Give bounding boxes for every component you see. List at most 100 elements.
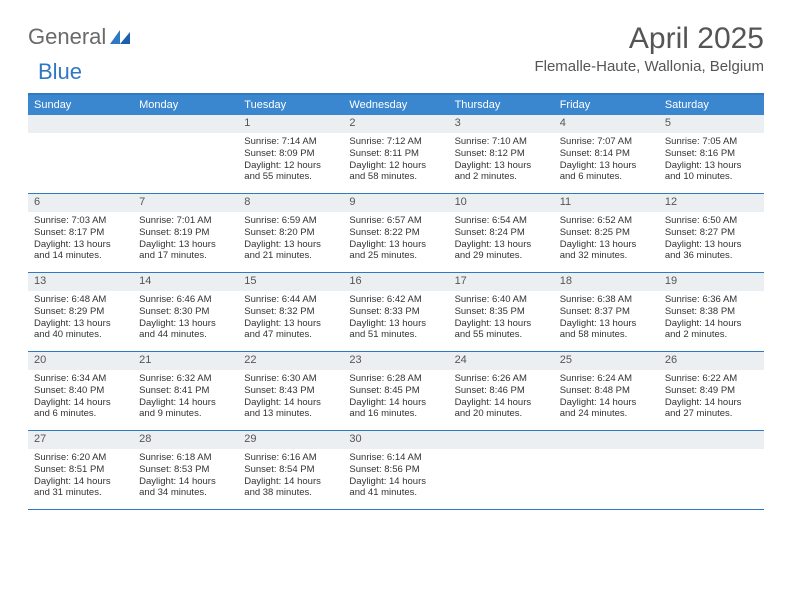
day-number: 28 [133, 431, 238, 449]
location: Flemalle-Haute, Wallonia, Belgium [534, 58, 764, 75]
day-cell: 3Sunrise: 7:10 AMSunset: 8:12 PMDaylight… [449, 115, 554, 193]
day-cell: 29Sunrise: 6:16 AMSunset: 8:54 PMDayligh… [238, 431, 343, 509]
day-cell: 14Sunrise: 6:46 AMSunset: 8:30 PMDayligh… [133, 273, 238, 351]
day-cell: 28Sunrise: 6:18 AMSunset: 8:53 PMDayligh… [133, 431, 238, 509]
day-number: 29 [238, 431, 343, 449]
day-body: Sunrise: 6:22 AMSunset: 8:49 PMDaylight:… [659, 370, 764, 425]
week-row: 20Sunrise: 6:34 AMSunset: 8:40 PMDayligh… [28, 352, 764, 431]
day-body: Sunrise: 7:14 AMSunset: 8:09 PMDaylight:… [238, 133, 343, 188]
day-cell: 19Sunrise: 6:36 AMSunset: 8:38 PMDayligh… [659, 273, 764, 351]
day-body: Sunrise: 6:18 AMSunset: 8:53 PMDaylight:… [133, 449, 238, 504]
day-cell: 15Sunrise: 6:44 AMSunset: 8:32 PMDayligh… [238, 273, 343, 351]
day-number: 26 [659, 352, 764, 370]
day-cell: 27Sunrise: 6:20 AMSunset: 8:51 PMDayligh… [28, 431, 133, 509]
day-cell: 12Sunrise: 6:50 AMSunset: 8:27 PMDayligh… [659, 194, 764, 272]
day-number: 27 [28, 431, 133, 449]
day-body: Sunrise: 7:07 AMSunset: 8:14 PMDaylight:… [554, 133, 659, 188]
day-body [133, 133, 238, 183]
day-number: 7 [133, 194, 238, 212]
day-body: Sunrise: 6:42 AMSunset: 8:33 PMDaylight:… [343, 291, 448, 346]
dow-header: Monday [133, 95, 238, 115]
day-number: 4 [554, 115, 659, 133]
brand-word1: General [28, 24, 106, 50]
day-number: 15 [238, 273, 343, 291]
day-body: Sunrise: 6:50 AMSunset: 8:27 PMDaylight:… [659, 212, 764, 267]
day-body: Sunrise: 6:57 AMSunset: 8:22 PMDaylight:… [343, 212, 448, 267]
day-body: Sunrise: 7:12 AMSunset: 8:11 PMDaylight:… [343, 133, 448, 188]
day-number [449, 431, 554, 449]
day-body: Sunrise: 6:52 AMSunset: 8:25 PMDaylight:… [554, 212, 659, 267]
day-number: 22 [238, 352, 343, 370]
day-number: 21 [133, 352, 238, 370]
title-block: April 2025 Flemalle-Haute, Wallonia, Bel… [534, 24, 764, 75]
day-body: Sunrise: 6:54 AMSunset: 8:24 PMDaylight:… [449, 212, 554, 267]
day-body: Sunrise: 6:26 AMSunset: 8:46 PMDaylight:… [449, 370, 554, 425]
week-row: 27Sunrise: 6:20 AMSunset: 8:51 PMDayligh… [28, 431, 764, 510]
dow-header: Friday [554, 95, 659, 115]
day-body: Sunrise: 7:03 AMSunset: 8:17 PMDaylight:… [28, 212, 133, 267]
day-number: 18 [554, 273, 659, 291]
day-number [28, 115, 133, 133]
day-body: Sunrise: 6:44 AMSunset: 8:32 PMDaylight:… [238, 291, 343, 346]
day-number: 25 [554, 352, 659, 370]
day-cell: 10Sunrise: 6:54 AMSunset: 8:24 PMDayligh… [449, 194, 554, 272]
day-cell: 22Sunrise: 6:30 AMSunset: 8:43 PMDayligh… [238, 352, 343, 430]
day-body: Sunrise: 7:01 AMSunset: 8:19 PMDaylight:… [133, 212, 238, 267]
day-cell: 16Sunrise: 6:42 AMSunset: 8:33 PMDayligh… [343, 273, 448, 351]
day-number: 19 [659, 273, 764, 291]
day-number: 8 [238, 194, 343, 212]
day-cell: 2Sunrise: 7:12 AMSunset: 8:11 PMDaylight… [343, 115, 448, 193]
day-body [659, 449, 764, 499]
day-cell: 20Sunrise: 6:34 AMSunset: 8:40 PMDayligh… [28, 352, 133, 430]
day-body: Sunrise: 6:48 AMSunset: 8:29 PMDaylight:… [28, 291, 133, 346]
day-body: Sunrise: 6:16 AMSunset: 8:54 PMDaylight:… [238, 449, 343, 504]
day-body: Sunrise: 6:14 AMSunset: 8:56 PMDaylight:… [343, 449, 448, 504]
day-body [449, 449, 554, 499]
calendar: SundayMondayTuesdayWednesdayThursdayFrid… [28, 93, 764, 510]
day-cell: 21Sunrise: 6:32 AMSunset: 8:41 PMDayligh… [133, 352, 238, 430]
day-body [554, 449, 659, 499]
day-cell: 30Sunrise: 6:14 AMSunset: 8:56 PMDayligh… [343, 431, 448, 509]
day-number: 16 [343, 273, 448, 291]
day-number: 13 [28, 273, 133, 291]
week-row: 1Sunrise: 7:14 AMSunset: 8:09 PMDaylight… [28, 115, 764, 194]
empty-cell [449, 431, 554, 509]
day-number: 24 [449, 352, 554, 370]
day-cell: 8Sunrise: 6:59 AMSunset: 8:20 PMDaylight… [238, 194, 343, 272]
day-number: 6 [28, 194, 133, 212]
day-cell: 24Sunrise: 6:26 AMSunset: 8:46 PMDayligh… [449, 352, 554, 430]
day-number: 14 [133, 273, 238, 291]
day-cell: 1Sunrise: 7:14 AMSunset: 8:09 PMDaylight… [238, 115, 343, 193]
day-body: Sunrise: 6:36 AMSunset: 8:38 PMDaylight:… [659, 291, 764, 346]
brand-word2: Blue [38, 59, 82, 85]
day-number: 10 [449, 194, 554, 212]
day-number: 11 [554, 194, 659, 212]
day-number: 12 [659, 194, 764, 212]
day-number: 5 [659, 115, 764, 133]
dow-header: Sunday [28, 95, 133, 115]
day-body: Sunrise: 7:05 AMSunset: 8:16 PMDaylight:… [659, 133, 764, 188]
day-body: Sunrise: 6:20 AMSunset: 8:51 PMDaylight:… [28, 449, 133, 504]
day-body: Sunrise: 6:30 AMSunset: 8:43 PMDaylight:… [238, 370, 343, 425]
day-cell: 13Sunrise: 6:48 AMSunset: 8:29 PMDayligh… [28, 273, 133, 351]
day-number: 1 [238, 115, 343, 133]
day-cell: 9Sunrise: 6:57 AMSunset: 8:22 PMDaylight… [343, 194, 448, 272]
day-cell: 4Sunrise: 7:07 AMSunset: 8:14 PMDaylight… [554, 115, 659, 193]
empty-cell [28, 115, 133, 193]
day-cell: 11Sunrise: 6:52 AMSunset: 8:25 PMDayligh… [554, 194, 659, 272]
dow-header: Thursday [449, 95, 554, 115]
day-body: Sunrise: 6:59 AMSunset: 8:20 PMDaylight:… [238, 212, 343, 267]
day-body: Sunrise: 6:32 AMSunset: 8:41 PMDaylight:… [133, 370, 238, 425]
dow-header: Saturday [659, 95, 764, 115]
day-cell: 26Sunrise: 6:22 AMSunset: 8:49 PMDayligh… [659, 352, 764, 430]
week-row: 13Sunrise: 6:48 AMSunset: 8:29 PMDayligh… [28, 273, 764, 352]
day-body: Sunrise: 7:10 AMSunset: 8:12 PMDaylight:… [449, 133, 554, 188]
logo-mark-icon [110, 24, 132, 50]
day-cell: 6Sunrise: 7:03 AMSunset: 8:17 PMDaylight… [28, 194, 133, 272]
day-number: 9 [343, 194, 448, 212]
day-cell: 18Sunrise: 6:38 AMSunset: 8:37 PMDayligh… [554, 273, 659, 351]
day-cell: 7Sunrise: 7:01 AMSunset: 8:19 PMDaylight… [133, 194, 238, 272]
empty-cell [554, 431, 659, 509]
month-title: April 2025 [534, 24, 764, 54]
day-number: 3 [449, 115, 554, 133]
